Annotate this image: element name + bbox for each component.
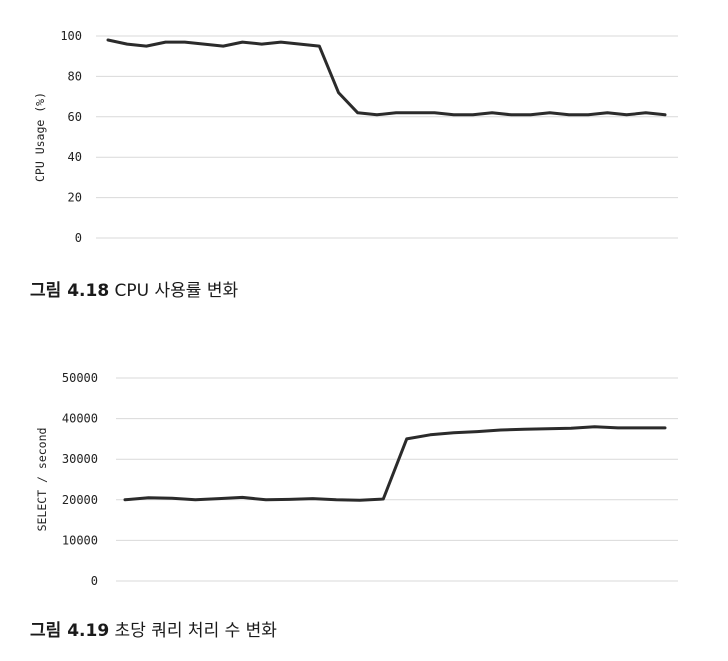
select-y-tick-label: 40000 (62, 412, 98, 426)
cpu-y-tick-label: 60 (68, 110, 82, 124)
select-series-line (123, 425, 667, 502)
select-per-second-chart-svg: 0 10000 20000 30000 40000 50000 SELECT / secon… (35, 371, 678, 588)
cpu-usage-chart: 0 20 40 60 80 100 CPU Usage (%) (0, 18, 728, 263)
select-y-tick-label: 10000 (62, 533, 98, 547)
figure-caption-4-18: 그림 4.18 CPU 사용률 변화 (30, 276, 238, 301)
cpu-y-tick-label: 100 (60, 29, 82, 43)
select-y-tick-label: 20000 (62, 493, 98, 507)
figure-label: 그림 4.19 (30, 621, 110, 641)
cpu-y-tick-label: 20 (68, 191, 82, 205)
figure-caption-4-19: 그림 4.19 초당 쿼리 처리 수 변화 (30, 616, 277, 641)
select-per-second-chart: 0 10000 20000 30000 40000 50000 SELECT / secon… (0, 360, 728, 600)
cpu-y-axis-title: CPU Usage (%) (33, 92, 47, 182)
figure-caption-text: 초당 쿼리 처리 수 변화 (109, 621, 277, 641)
cpu-usage-chart-svg: 0 20 40 60 80 100 CPU Usage (%) (33, 29, 678, 245)
cpu-y-tick-label: 40 (68, 150, 82, 164)
figure-caption-text: CPU 사용률 변화 (109, 281, 239, 301)
cpu-series-line (106, 38, 667, 117)
figure-label: 그림 4.18 (30, 281, 110, 301)
select-y-axis-title: SELECT / second (35, 428, 49, 532)
cpu-y-tick-label: 0 (75, 231, 82, 245)
select-y-tick-label: 50000 (62, 371, 98, 385)
select-y-tick-label: 0 (91, 574, 98, 588)
cpu-y-tick-label: 80 (68, 69, 82, 83)
select-y-tick-label: 30000 (62, 452, 98, 466)
